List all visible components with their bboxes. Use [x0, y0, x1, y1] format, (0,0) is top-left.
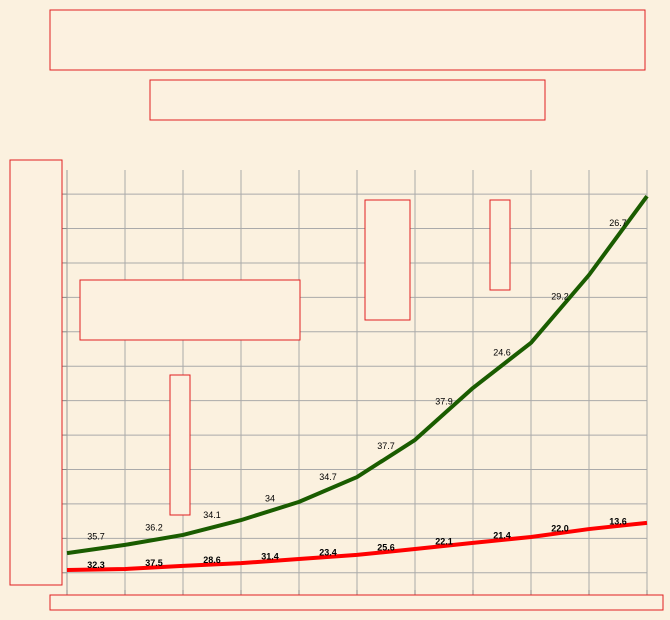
data-label: 36.2 — [145, 522, 163, 532]
data-label: 37.9 — [435, 396, 453, 406]
line — [66, 194, 649, 556]
redacted-annotation — [489, 199, 511, 291]
redacted-legend — [79, 279, 301, 341]
redacted-x-axis — [49, 594, 664, 611]
data-label: 22.1 — [435, 536, 453, 546]
data-label: 25.6 — [377, 542, 395, 552]
data-label: 28.6 — [203, 555, 221, 565]
data-label: 34 — [265, 493, 275, 503]
data-label: 23.4 — [319, 547, 337, 557]
data-label: 34.1 — [203, 510, 221, 520]
data-label: 22.0 — [551, 523, 569, 533]
data-label: 24.6 — [493, 348, 511, 358]
redacted-y-axis — [9, 159, 63, 586]
plot-area: 35.7 36.2 34.1 34 34.7 37.7 37.9 24.6 29.2 26.7 32… — [62, 170, 649, 595]
line — [66, 520, 648, 573]
redacted-annotation — [169, 374, 191, 516]
data-label: 32.3 — [87, 560, 105, 570]
data-label: 35.7 — [87, 531, 105, 541]
data-label: 21.4 — [493, 530, 511, 540]
data-label: 37.5 — [145, 558, 163, 568]
redacted-subtitle — [149, 79, 546, 121]
data-label: 29.2 — [551, 291, 569, 301]
redacted-annotation — [364, 199, 411, 321]
data-label: 31.4 — [261, 551, 279, 561]
data-label: 13.6 — [609, 516, 627, 526]
redacted-title — [49, 9, 646, 71]
data-label: 34.7 — [319, 472, 337, 482]
data-label: 26.7 — [609, 218, 627, 228]
data-label: 37.7 — [377, 441, 395, 451]
